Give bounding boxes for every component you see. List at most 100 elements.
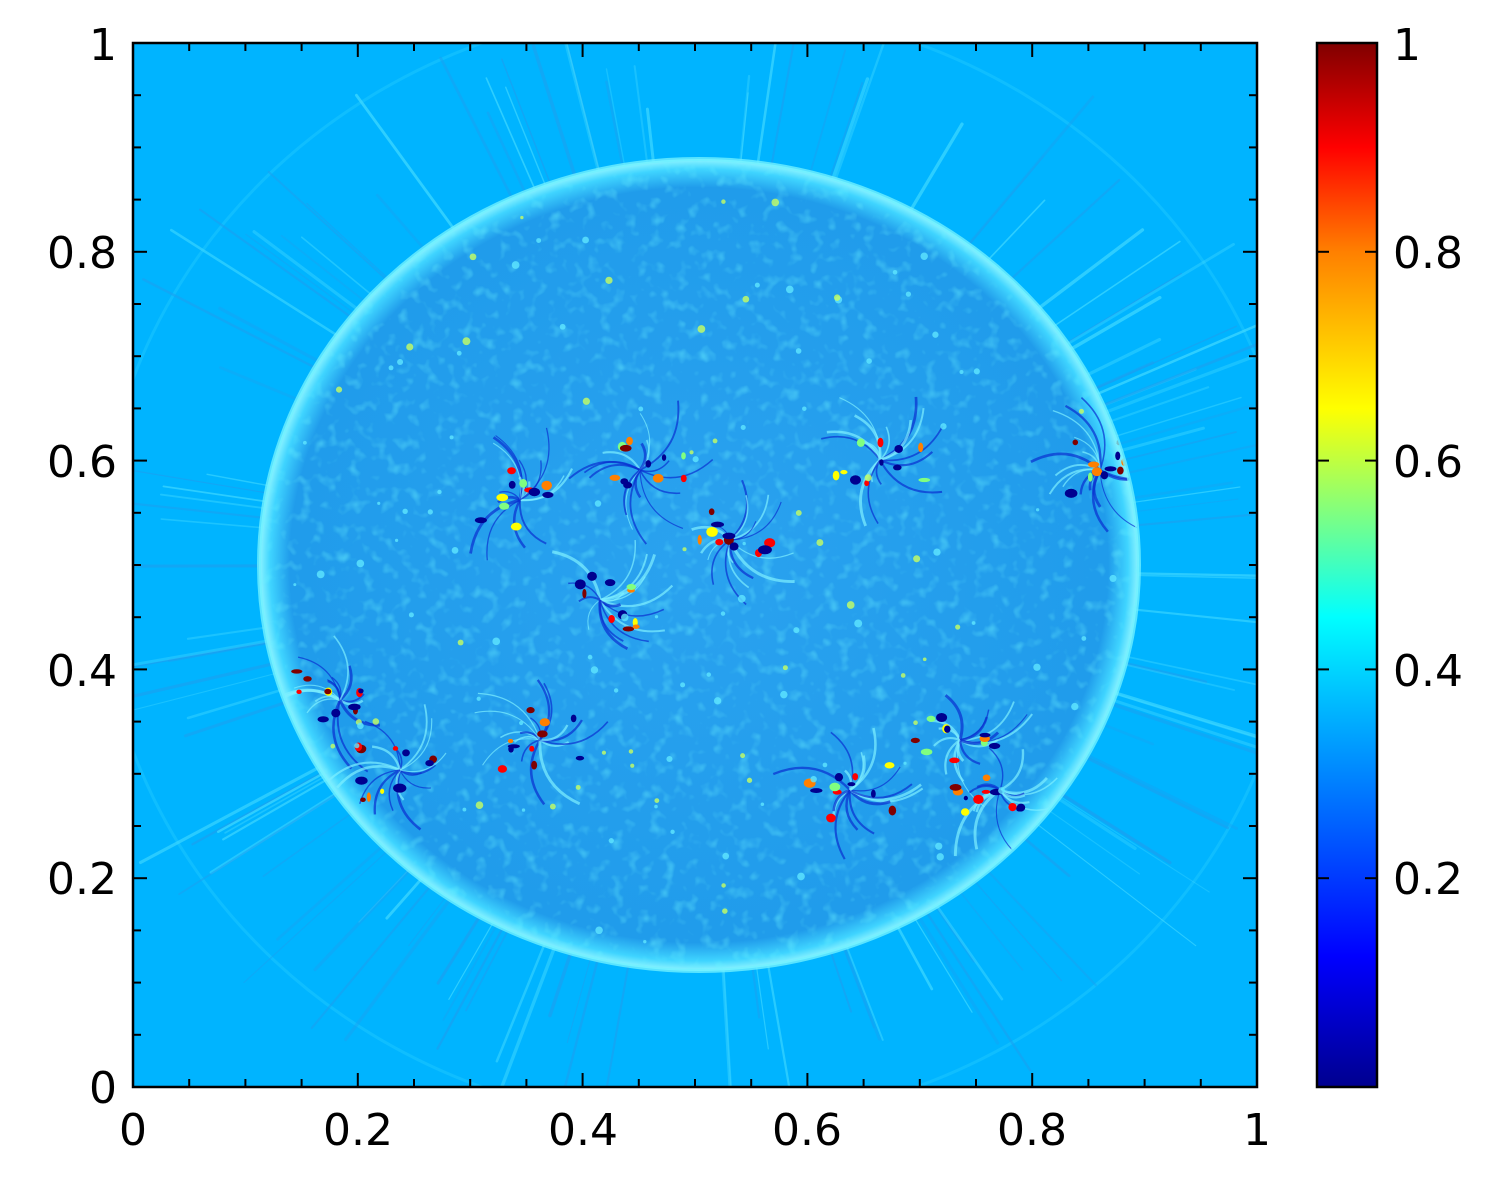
dark-kernel [575, 755, 585, 761]
bright-point [913, 555, 921, 563]
bright-point [354, 743, 360, 749]
bright-point [722, 908, 728, 914]
coronal-ray [986, 870, 1097, 987]
bright-point [408, 612, 414, 618]
y-tick-label: 0.4 [47, 646, 117, 697]
magnetic-loop [845, 789, 859, 831]
coronal-ray [142, 278, 316, 369]
coronal-ray [809, 49, 847, 174]
bright-kernel [541, 480, 553, 491]
colorbar-ticks [1317, 42, 1377, 880]
coronal-ray [834, 43, 886, 181]
bright-kernel [626, 583, 636, 591]
bright-kernel [949, 784, 962, 791]
magnetic-loop [519, 499, 547, 545]
coronal-ray [306, 202, 389, 279]
bright-point [780, 690, 788, 699]
bright-point [293, 583, 297, 587]
bright-point [922, 657, 927, 662]
bright-point [802, 406, 807, 411]
coronal-ray [198, 208, 352, 319]
coronal-ray [436, 915, 481, 985]
bright-point [549, 803, 556, 810]
magnetic-loop [495, 435, 523, 501]
bright-point [933, 548, 941, 556]
bright-point [1035, 508, 1040, 512]
bright-kernel [864, 480, 870, 487]
magnetic-loop [599, 599, 649, 643]
coronal-ray [160, 518, 262, 529]
coronal-ray [565, 43, 600, 171]
magnetic-loop [338, 699, 380, 727]
bright-kernel [582, 588, 587, 599]
bright-point [833, 294, 841, 301]
bright-kernel [884, 762, 895, 769]
coronal-ray [1110, 702, 1257, 755]
bright-kernel [960, 808, 970, 816]
coronal-ray [486, 111, 527, 194]
magnetic-loop [639, 459, 714, 479]
coronal-ray [1137, 572, 1257, 577]
dark-kernel [348, 703, 361, 711]
magnetic-loop [772, 766, 851, 791]
bright-kernel [910, 737, 920, 744]
bright-point [670, 829, 675, 835]
colorbar-tick-label: 0.6 [1393, 437, 1463, 488]
bright-point [680, 682, 686, 688]
coronal-ray [267, 170, 388, 281]
dark-kernel [963, 795, 968, 801]
coronal-ray [1036, 823, 1197, 947]
bright-kernel [360, 797, 366, 803]
dark-kernel [393, 783, 407, 793]
bright-kernel [708, 508, 715, 516]
bright-kernel [680, 474, 687, 483]
bright-point [1081, 636, 1087, 641]
y-tick-label: 0.8 [47, 228, 117, 279]
coronal-ray [605, 964, 630, 1087]
bright-point [795, 348, 802, 354]
bright-point [746, 777, 753, 783]
bright-point [905, 291, 912, 297]
bright-point [462, 807, 467, 812]
coronal-ray [1109, 386, 1210, 423]
magnetic-loop [599, 599, 665, 617]
coronal-ray [222, 779, 327, 841]
bright-point [630, 763, 635, 768]
magnetic-loop [729, 494, 770, 541]
bright-kernel [832, 470, 840, 481]
bright-point [740, 753, 746, 759]
coronal-ray [206, 473, 269, 487]
coronal-ray [183, 701, 287, 738]
bright-kernel [366, 792, 371, 802]
coronal-ray [1114, 691, 1257, 739]
magnetic-loop [396, 769, 422, 831]
bright-kernel [519, 479, 528, 488]
coronal-ray [831, 77, 870, 180]
bright-kernel [877, 437, 884, 448]
bright-point [536, 238, 542, 243]
dark-kernel [834, 773, 844, 782]
dark-kernel [1016, 803, 1026, 812]
bright-kernel [531, 760, 538, 770]
magnetic-loop [959, 731, 1000, 745]
magnetic-loop [497, 495, 521, 504]
bright-point [330, 743, 336, 749]
dark-kernel [850, 475, 861, 485]
bright-kernel [1087, 461, 1100, 468]
dark-kernel [810, 788, 823, 794]
coronal-ray [385, 878, 423, 920]
bright-point [754, 282, 760, 288]
coronal-ray [504, 86, 546, 186]
bright-kernel [324, 688, 332, 695]
coronal-ray [1086, 753, 1238, 830]
coronal-ray [1133, 486, 1241, 503]
magnetic-loop [539, 724, 569, 742]
dark-kernel [570, 714, 577, 723]
bright-point [654, 615, 659, 619]
bright-kernel [1072, 439, 1079, 446]
coronal-ray [262, 812, 352, 877]
coronal-ray [548, 951, 573, 1018]
bright-point [590, 666, 599, 674]
y-tick-label: 1 [89, 20, 117, 71]
magnetic-loop [879, 426, 890, 461]
